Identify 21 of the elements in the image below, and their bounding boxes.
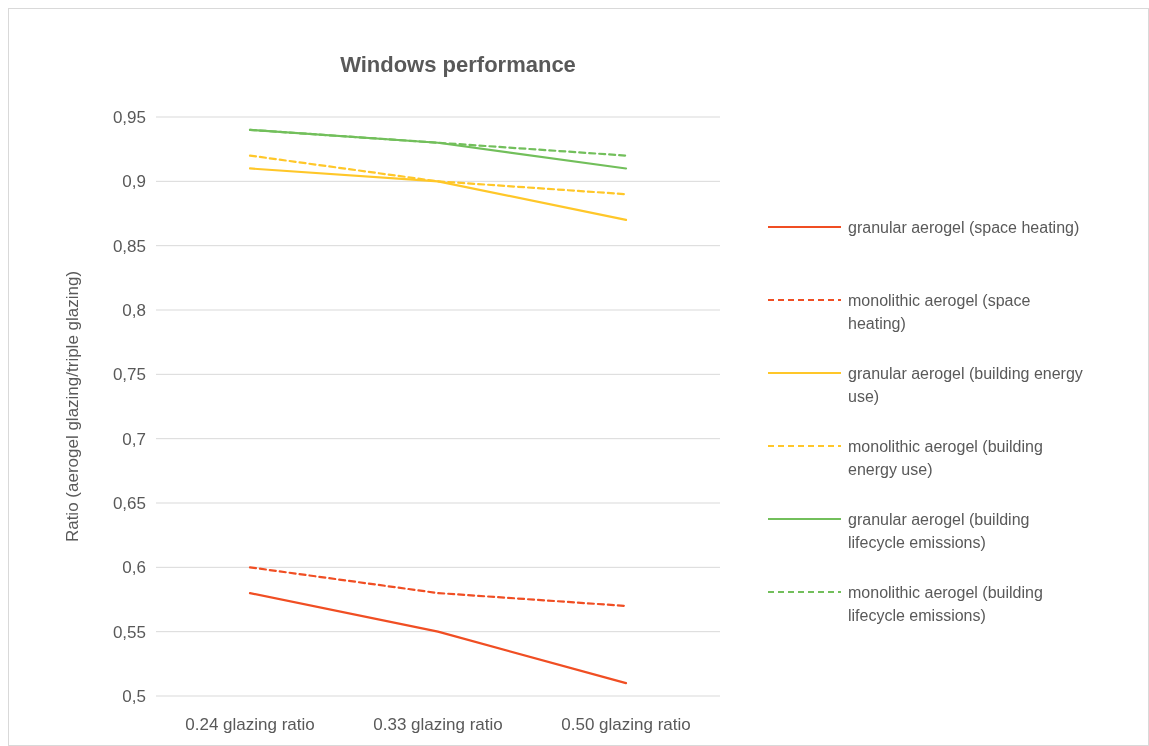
legend-label: granular aerogel (space heating) [848, 218, 1080, 236]
legend-label: granular aerogel (building energy use) [848, 364, 1083, 405]
legend-label: granular aerogel (building lifecycle emissions) [848, 510, 1030, 551]
x-tick-label: 0.24 glazing ratio [185, 715, 315, 734]
x-tick-label: 0.50 glazing ratio [561, 715, 691, 734]
y-axis-title: Ratio (aerogel glazing/triple glazing) [63, 270, 82, 543]
y-tick-label: 0,8 [122, 300, 146, 320]
y-tick-label: 0,9 [122, 172, 146, 192]
y-tick-label: 0,6 [122, 558, 146, 578]
legend-label: monolithic aerogel (building lifecycle emissions) [848, 583, 1043, 624]
y-tick-label: 0,55 [112, 622, 146, 642]
y-tick-label: 0,75 [112, 365, 146, 385]
x-tick-label: 0.33 glazing ratio [373, 715, 503, 734]
legend-label: monolithic aerogel (space heating) [848, 291, 1031, 332]
legend-label: monolithic aerogel (building energy use) [848, 437, 1043, 478]
y-tick-label: 0,65 [112, 493, 146, 513]
chart-title: Windows performance [340, 52, 576, 77]
y-tick-label: 0,5 [122, 686, 146, 706]
y-tick-label: 0,95 [112, 107, 146, 127]
y-tick-label: 0,85 [112, 236, 146, 256]
y-tick-label: 0,7 [122, 429, 146, 449]
